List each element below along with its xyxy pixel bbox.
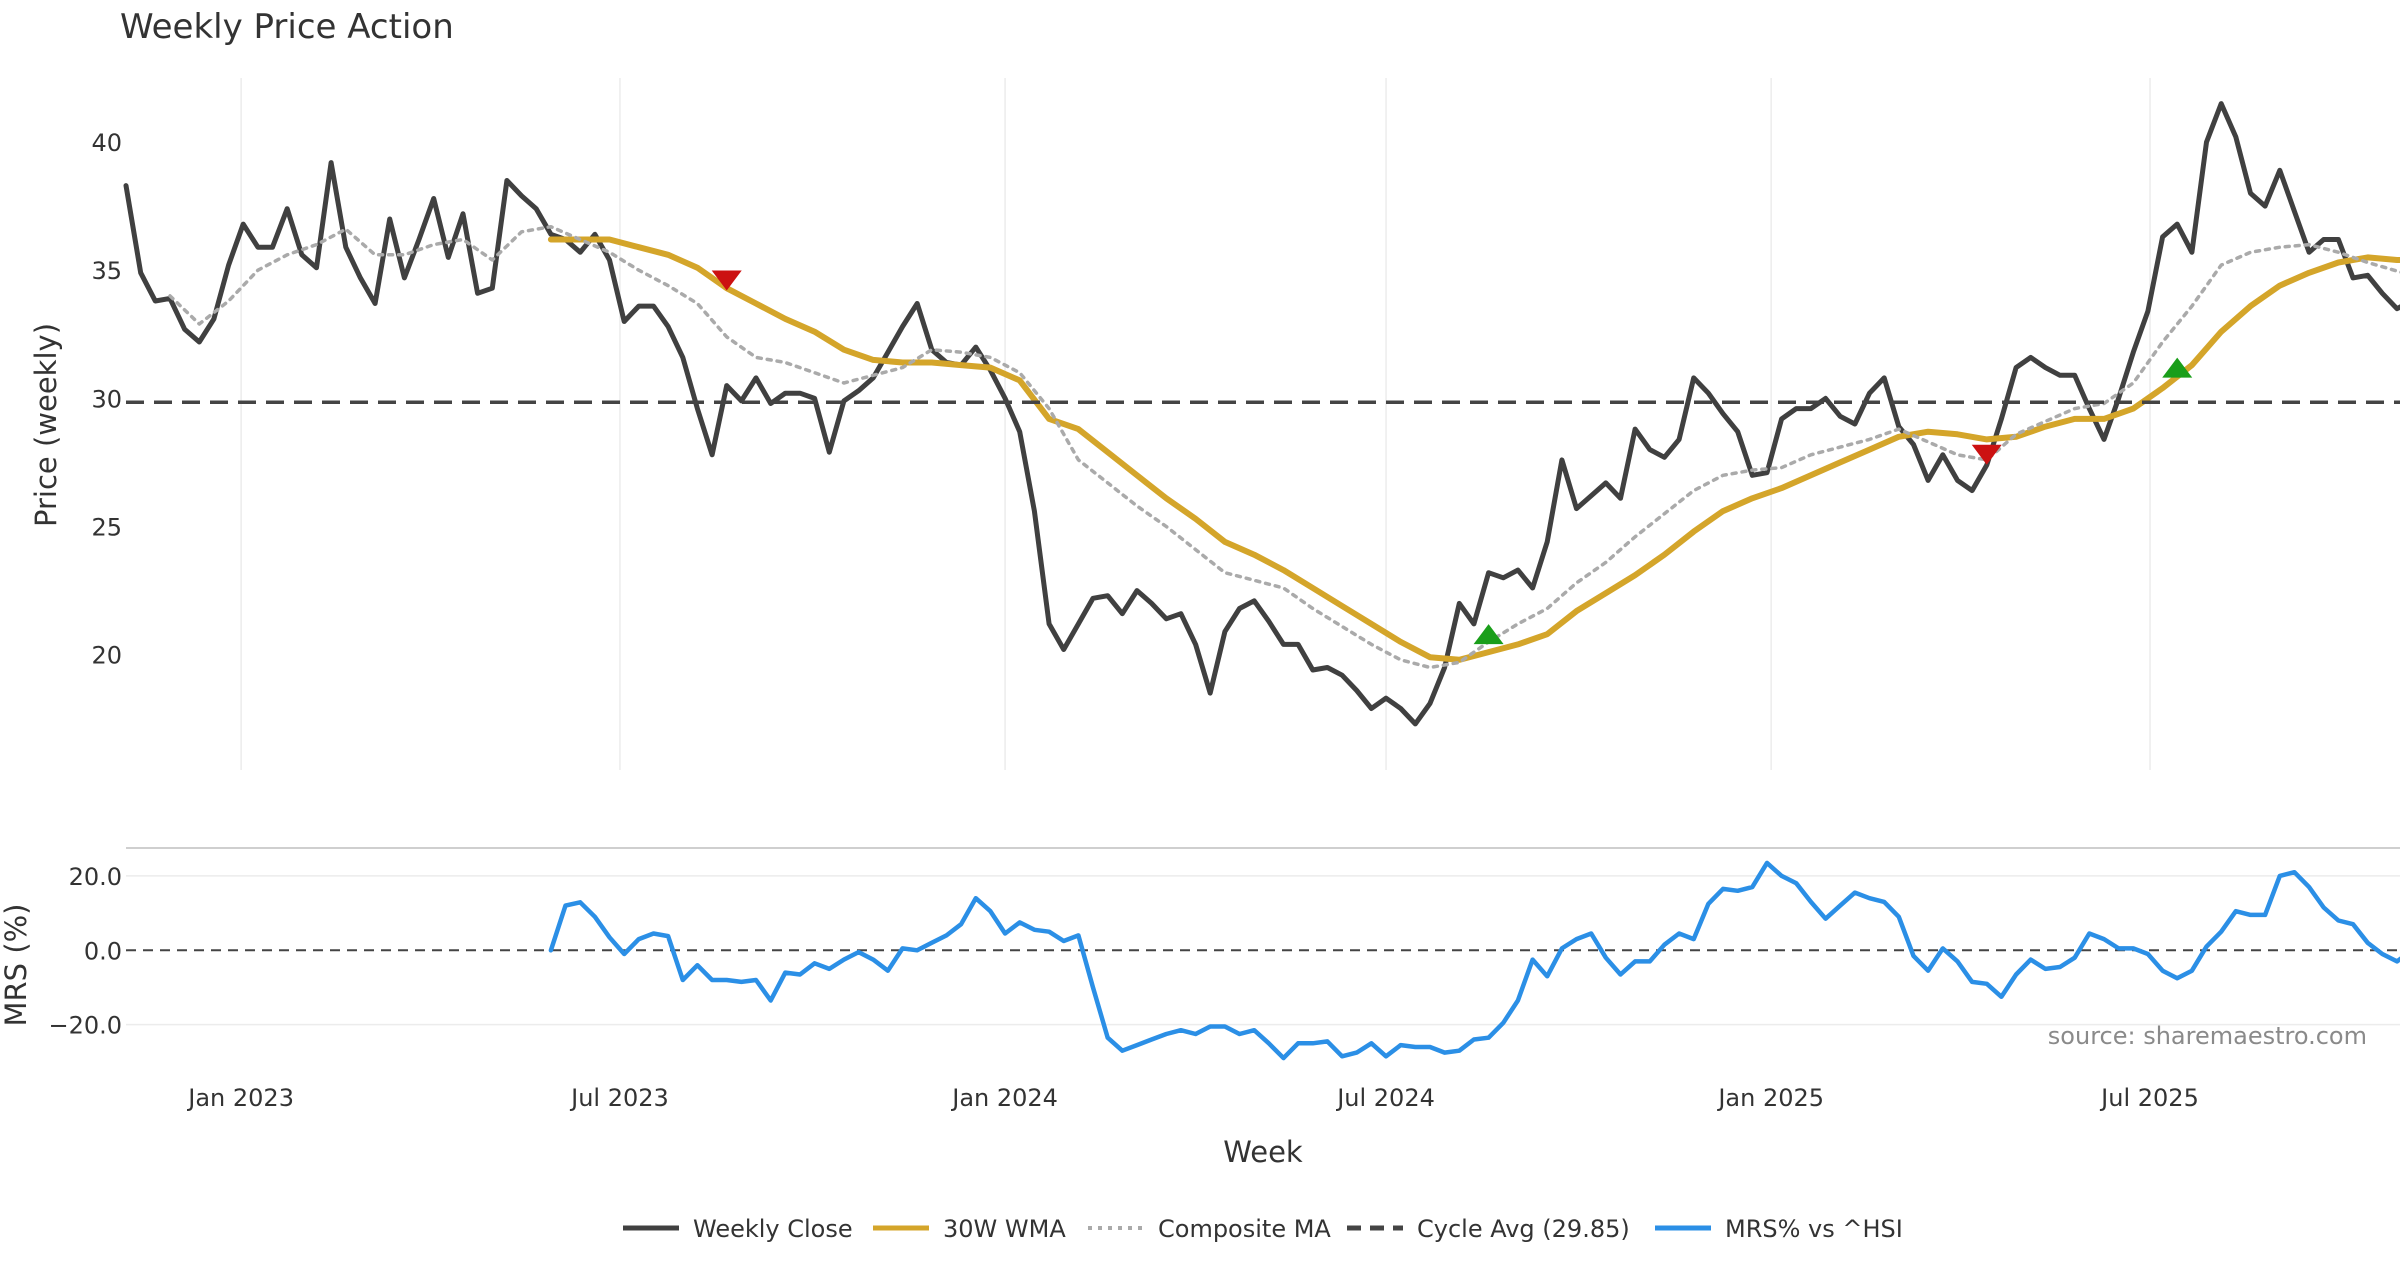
x-tick-label: Jan 2023 [186, 1084, 294, 1112]
chart-title: Weekly Price Action [120, 7, 454, 47]
legend: Weekly Close 30W WMA Composite MA Cycle Avg… [623, 1215, 1903, 1243]
x-tick-label: Jul 2023 [569, 1084, 669, 1112]
price-panel: 20 25 30 35 40 [91, 78, 2400, 770]
price-y-tick-label: 25 [91, 514, 122, 542]
mrs-y-tick-label: 0.0 [84, 937, 122, 965]
legend-label: Cycle Avg (29.85) [1417, 1215, 1630, 1243]
legend-label: 30W WMA [943, 1215, 1066, 1243]
mrs-y-tick-label: −20.0 [48, 1012, 122, 1040]
legend-label: MRS% vs ^HSI [1725, 1215, 1903, 1243]
composite-ma-line [168, 224, 2400, 670]
price-y-tick-label: 40 [91, 129, 122, 157]
legend-label: Weekly Close [693, 1215, 853, 1243]
price-y-tick-label: 20 [91, 642, 122, 670]
price-y-tick-label: 35 [91, 257, 122, 285]
mrs-line [548, 860, 2400, 1061]
x-tick-labels: Jan 2023 Jul 2023 Jan 2024 Jul 2024 Jan 2025… [186, 1084, 2199, 1112]
mrs-y-tick-label: 20.0 [69, 863, 122, 891]
mrs-axis-title: MRS (%) [0, 904, 33, 1027]
x-tick-label: Jan 2024 [950, 1084, 1058, 1112]
sell-signal-marker [1971, 444, 2002, 465]
x-tick-label: Jan 2025 [1716, 1084, 1824, 1112]
mrs-panel: 20.0 0.0 −20.0 [48, 847, 2400, 1061]
source-note: source: sharemaestro.com [2048, 1022, 2367, 1050]
x-tick-label: Jul 2024 [1335, 1084, 1435, 1112]
sell-signal-marker [711, 270, 742, 291]
buy-signal-marker [1473, 624, 1504, 645]
buy-signal-marker [2162, 357, 2193, 378]
legend-label: Composite MA [1158, 1215, 1331, 1243]
price-axis-title: Price (weekly) [29, 323, 63, 527]
weekly-close-line [123, 101, 2400, 727]
x-tick-label: Jul 2025 [2099, 1084, 2199, 1112]
price-y-tick-label: 30 [91, 385, 122, 413]
30w-wma-line [547, 236, 2400, 663]
x-axis-title: Week [1223, 1135, 1303, 1169]
